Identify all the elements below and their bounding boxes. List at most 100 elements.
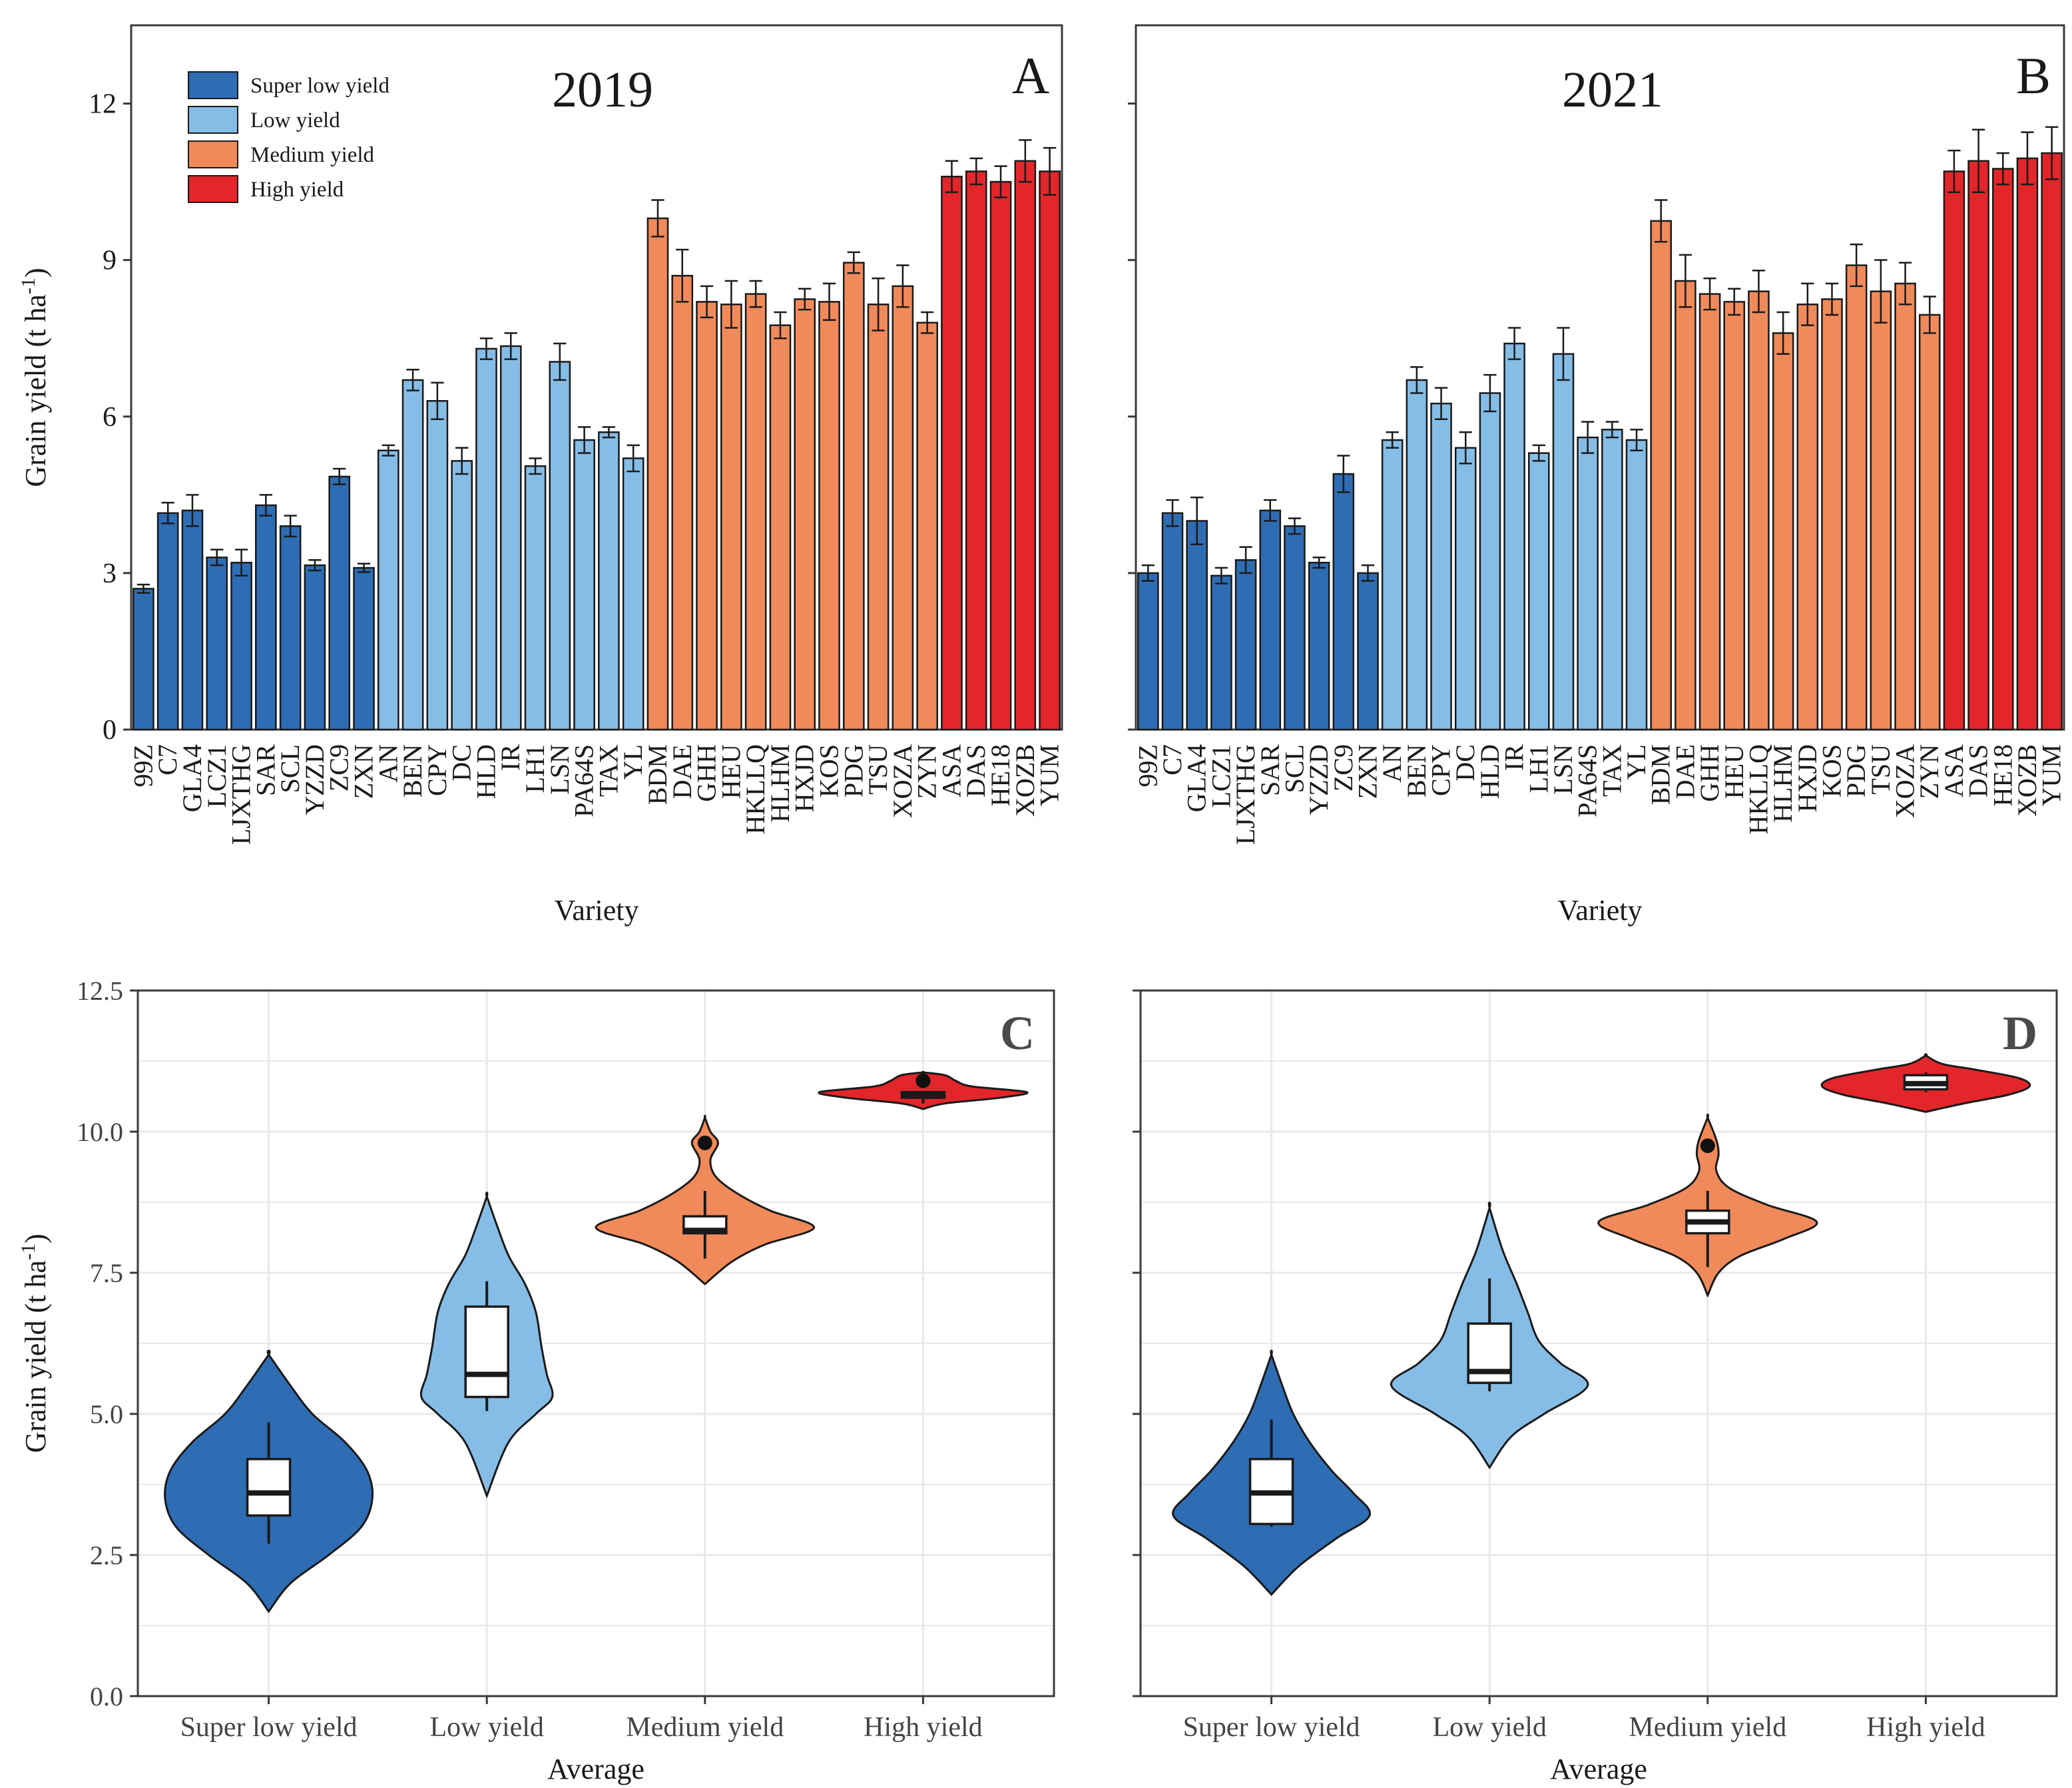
bar-BEN (1406, 379, 1428, 731)
x-tick-label: C7 (152, 744, 182, 776)
x-tick-label: BDM (1646, 744, 1676, 805)
x-tick-label: HEU (716, 744, 746, 799)
y-tick-label: 0 (103, 715, 117, 746)
x-tick-label: ZXN (1353, 744, 1383, 799)
bar-DAE (1675, 280, 1696, 731)
bar-KOS (818, 301, 840, 731)
y-tick-label: 12 (89, 89, 117, 120)
bar-CPY (1430, 402, 1452, 731)
bar-TSU (1870, 290, 1892, 731)
bar-LSN (549, 361, 571, 731)
legend-swatch (188, 71, 238, 99)
x-tick-label: PA64S (1573, 744, 1603, 817)
x-tick-label: YZZD (1304, 744, 1334, 815)
bar-GLA4 (181, 509, 204, 731)
bar-AN (377, 449, 399, 731)
x-tick-label: YL (1621, 744, 1651, 780)
bar-DC (1454, 447, 1477, 731)
y-axis-label: Grain yield (t ha-1) (17, 1233, 52, 1453)
x-tick-label: ZYN (1914, 744, 1944, 799)
x-tick-label: BEN (397, 744, 427, 797)
bar-AN (1381, 439, 1404, 731)
x-tick-label: HLHM (1768, 744, 1798, 823)
legend-swatch (188, 140, 238, 168)
bar-PDG (1845, 264, 1868, 731)
bar-GLA4 (1186, 520, 1208, 731)
x-tick-label: HLHM (765, 744, 795, 823)
bar-HEU (720, 304, 742, 731)
x-tick-label: LJXTHG (1230, 744, 1260, 845)
legend-label: Medium yield (250, 143, 375, 167)
bar-ZYN (1918, 314, 1941, 731)
bar-YUM (2041, 152, 2063, 731)
bar-XOZB (2016, 157, 2039, 731)
y-tick-label: 12.5 (77, 976, 123, 1006)
x-tick-label: High yield (864, 1712, 982, 1743)
x-tick-label: C7 (1157, 744, 1187, 776)
bar-YZZD (304, 564, 326, 731)
x-axis-label: Average (547, 1753, 645, 1785)
bar-HLD (475, 347, 497, 731)
x-tick-label: BEN (1402, 744, 1431, 797)
x-tick-label: Medium yield (626, 1712, 784, 1743)
x-tick-label: HEU (1719, 744, 1749, 799)
x-tick-label: ZC9 (1328, 744, 1358, 791)
x-tick-label: HLD (471, 744, 501, 799)
x-tick-label: HXJD (790, 744, 820, 812)
x-tick-label: ZC9 (324, 744, 354, 791)
x-tick-label: DAS (961, 744, 991, 797)
legend-label: Low yield (250, 109, 340, 132)
x-tick-label: SCL (275, 744, 305, 793)
plot-frame (1135, 24, 2065, 731)
bar-C7 (1161, 512, 1184, 731)
x-tick-label: AN (1377, 744, 1407, 783)
legend-swatch (188, 175, 238, 203)
x-tick-label: TSU (1866, 744, 1896, 795)
bar-HXJD (1796, 304, 1819, 731)
bar-LSN (1552, 353, 1575, 731)
bar-DAS (965, 170, 987, 731)
x-axis-label: Variety (554, 894, 639, 927)
y-tick-label: 9 (103, 246, 117, 276)
x-tick-label: High yield (1866, 1712, 1985, 1743)
x-tick-label: DC (447, 744, 477, 782)
x-tick-label: Low yield (1432, 1712, 1546, 1743)
x-tick-label: DAS (1963, 744, 1993, 797)
x-tick-label: YZZD (300, 744, 330, 815)
x-tick-label: TSU (863, 744, 893, 795)
y-tick-label: 3 (103, 559, 117, 589)
panel-letter: C (1000, 1006, 1035, 1060)
plot-frame (1139, 989, 2058, 1697)
bar-C7 (156, 512, 179, 731)
panel-A: 0 3 6 9 12 99ZC7GLA4LCZ1LJXTHGSARSCLYZZDZC9ZX… (17, 24, 1065, 927)
x-tick-label: AN (373, 744, 403, 783)
x-tick-label: YUM (1035, 744, 1065, 806)
bar-HKLLQ (1748, 290, 1770, 731)
bar-PDG (842, 262, 865, 731)
panel-C: 0.0 2.5 5.0 7.5 10.0 12.5 Super low yield Low y… (17, 976, 1055, 1785)
bar-HEU (1723, 301, 1746, 731)
x-tick-label: LCZ1 (202, 744, 232, 808)
box (246, 1458, 292, 1517)
outlier-point (915, 1073, 931, 1088)
x-tick-label: GHH (692, 744, 722, 802)
x-tick-label: HKLLQ (1743, 744, 1773, 835)
bar-YUM (1039, 170, 1061, 731)
x-tick-label: ASA (1939, 744, 1969, 797)
bar-BEN (401, 379, 424, 731)
x-tick-label: YL (618, 744, 648, 780)
x-tick-label: PA64S (569, 744, 599, 817)
panel-letter: A (1012, 47, 1049, 105)
bar-XOZB (1014, 160, 1037, 731)
x-tick-label: SCL (1279, 744, 1309, 793)
bar-CPY (426, 400, 449, 731)
x-tick-label: XOZB (2012, 744, 2042, 817)
x-tick-label: ZXN (349, 744, 379, 799)
legend-label: Super low yield (250, 74, 389, 98)
panel-letter: D (2003, 1006, 2037, 1060)
bar-PA64S (573, 439, 595, 731)
bar-BDM (647, 217, 669, 731)
x-tick-label: DAE (1670, 744, 1700, 799)
bar-ASA (1943, 170, 1965, 731)
x-tick-label: HKLLQ (740, 744, 770, 835)
